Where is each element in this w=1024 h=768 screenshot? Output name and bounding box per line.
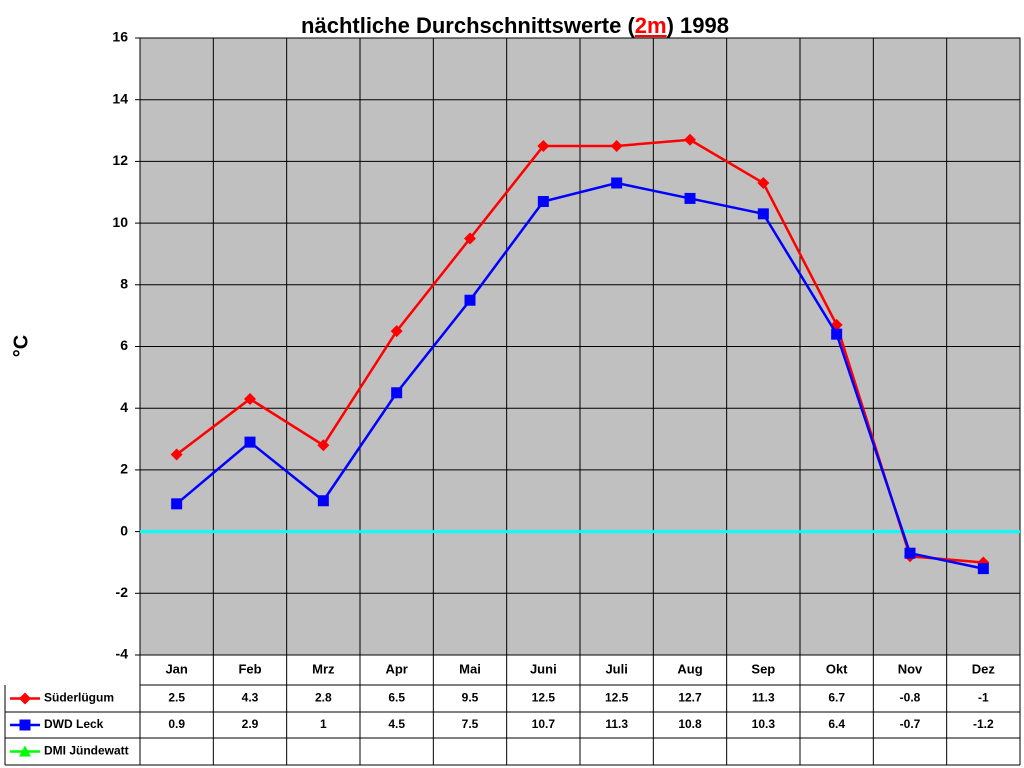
chart-title: nächtliche Durchschnittswerte (2m) 1998 — [301, 13, 729, 38]
y-tick-label: 10 — [112, 214, 128, 230]
table-value: 10.3 — [752, 717, 776, 731]
x-tick-label: Sep — [751, 661, 775, 676]
table-value: -0.7 — [900, 717, 921, 731]
legend-label: DWD Leck — [44, 717, 104, 731]
marker — [317, 439, 330, 452]
y-tick-label: 16 — [112, 29, 128, 45]
marker — [170, 448, 183, 461]
y-tick-label: 14 — [112, 90, 128, 106]
table-value: 2.9 — [242, 717, 259, 731]
y-tick-label: 12 — [112, 152, 128, 168]
title-part: nächtliche Durchschnittswerte ( — [301, 13, 635, 38]
title-part: ) 1998 — [667, 13, 729, 38]
table-value: 1 — [320, 717, 327, 731]
table-value: 4.3 — [242, 691, 259, 705]
marker — [537, 139, 550, 152]
y-tick-label: -2 — [116, 584, 129, 600]
y-tick-label: 8 — [120, 276, 128, 292]
marker — [904, 547, 916, 559]
marker — [19, 719, 31, 731]
title-highlight: 2m — [635, 13, 667, 38]
marker — [244, 392, 256, 405]
table-value: 9.5 — [462, 691, 479, 705]
marker — [684, 133, 696, 146]
marker — [977, 563, 989, 575]
table-value: 11.3 — [752, 691, 775, 705]
y-tick-label: 6 — [120, 337, 128, 353]
x-tick-label: Mrz — [312, 661, 335, 676]
series-line — [175, 138, 984, 564]
y-tick-label: 4 — [120, 399, 128, 415]
y-tick-label: -4 — [116, 646, 129, 662]
table-value: 0.9 — [168, 717, 185, 731]
marker — [464, 232, 476, 245]
marker — [757, 176, 770, 189]
marker — [537, 196, 549, 208]
marker — [464, 294, 476, 306]
x-tick-label: Jan — [165, 661, 187, 676]
marker — [757, 208, 769, 220]
marker — [317, 495, 329, 507]
table-value: 7.5 — [462, 717, 479, 731]
marker — [19, 745, 31, 757]
table-value: 12.5 — [605, 691, 629, 705]
table-value: 11.3 — [605, 717, 628, 731]
table-value: -1.2 — [973, 717, 994, 731]
x-tick-label: Okt — [826, 661, 848, 676]
series-line — [175, 181, 984, 570]
table-value: 12.5 — [532, 691, 556, 705]
marker — [390, 325, 403, 338]
marker — [610, 139, 623, 152]
marker — [244, 436, 256, 448]
table-value: 2.8 — [315, 691, 332, 705]
x-tick-label: Apr — [385, 661, 407, 676]
x-tick-label: Nov — [898, 661, 923, 676]
table-value: 10.7 — [532, 717, 556, 731]
x-tick-label: Aug — [677, 661, 702, 676]
marker — [611, 177, 623, 189]
table-value: 4.5 — [388, 717, 405, 731]
marker — [171, 498, 183, 510]
marker — [684, 192, 696, 204]
legend-label: Süderlügum — [44, 691, 114, 705]
marker — [831, 328, 843, 340]
y-axis-label: °C — [10, 335, 32, 357]
table-value: 6.4 — [828, 717, 845, 731]
table-value: -1 — [978, 691, 989, 705]
table-value: 10.8 — [678, 717, 702, 731]
x-tick-label: Mai — [459, 661, 481, 676]
table-value: 6.7 — [828, 691, 845, 705]
table-value: 2.5 — [168, 691, 185, 705]
x-tick-label: Juli — [605, 661, 627, 676]
x-tick-label: Feb — [238, 661, 261, 676]
x-tick-label: Juni — [530, 661, 557, 676]
legend-label: DMI Jündewatt — [44, 744, 129, 758]
table-value: 12.7 — [678, 691, 702, 705]
x-tick-label: Dez — [972, 661, 996, 676]
table-value: 6.5 — [388, 691, 405, 705]
table-value: -0.8 — [900, 691, 921, 705]
marker — [19, 692, 31, 705]
y-tick-label: 2 — [120, 461, 128, 477]
marker — [391, 387, 403, 399]
y-tick-label: 0 — [120, 522, 128, 538]
